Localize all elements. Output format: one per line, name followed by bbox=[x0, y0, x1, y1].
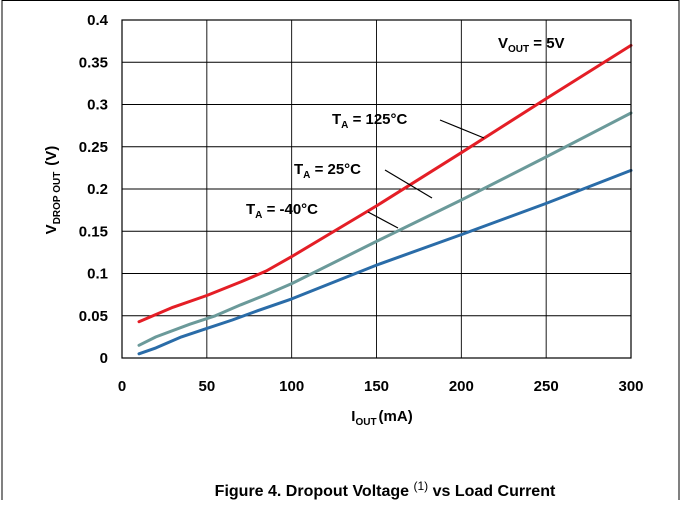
label-minus40c-sub: A bbox=[255, 210, 262, 221]
caption-note: (1) bbox=[414, 479, 429, 493]
x-axis-title-sub: OUT bbox=[355, 417, 376, 428]
label-125c-main: T bbox=[332, 111, 341, 128]
label-25c-sub: A bbox=[303, 170, 310, 181]
series-line-1 bbox=[137, 111, 633, 347]
label-25c-main: T bbox=[294, 161, 303, 178]
y-axis-title-rest: (V) bbox=[43, 146, 60, 166]
vout-sub: OUT bbox=[508, 44, 529, 55]
vout-main: V bbox=[498, 35, 508, 52]
x-axis-title-main: I bbox=[351, 408, 355, 425]
label-125c-sub: A bbox=[341, 120, 348, 131]
figure-caption: Figure 4. Dropout Voltage (1) vs Load Cu… bbox=[215, 479, 556, 500]
y-tick-label: 0.2 bbox=[87, 181, 108, 198]
grid-lines bbox=[121, 19, 632, 359]
y-tick-label: 0.3 bbox=[87, 97, 108, 114]
label-125c: TA = 125°C bbox=[332, 111, 408, 131]
label-minus40c-main: T bbox=[246, 201, 255, 218]
y-tick-label: 0.35 bbox=[79, 54, 108, 71]
vout-rest: = 5V bbox=[529, 35, 564, 52]
vout-annotation: VOUT = 5V bbox=[498, 35, 565, 55]
x-tick-label: 300 bbox=[618, 378, 643, 395]
leader-125c bbox=[439, 119, 485, 139]
y-axis-title: VDROP OUT (V) bbox=[43, 146, 63, 235]
y-tick-label: 0.4 bbox=[87, 12, 109, 29]
x-axis-title-rest: (mA) bbox=[379, 408, 413, 425]
x-tick-label: 250 bbox=[534, 378, 559, 395]
y-tick-label: 0.05 bbox=[79, 308, 108, 325]
y-tick-label: 0.25 bbox=[79, 139, 108, 156]
caption-suffix: vs Load Current bbox=[428, 483, 556, 500]
y-tick-label: 0.1 bbox=[87, 266, 108, 283]
plot-border bbox=[121, 19, 632, 359]
x-tick-label: 0 bbox=[118, 378, 126, 395]
y-axis-title-main: V bbox=[43, 224, 60, 234]
series-line-2 bbox=[137, 168, 633, 356]
leader-minus40c bbox=[367, 211, 399, 229]
leader-25c bbox=[384, 169, 433, 199]
x-tick-label: 200 bbox=[449, 378, 474, 395]
caption-prefix: Figure 4. Dropout Voltage bbox=[215, 483, 414, 500]
label-25c-rest: = 25°C bbox=[310, 161, 361, 178]
label-25c: TA = 25°C bbox=[294, 161, 361, 181]
x-tick-label: 100 bbox=[279, 378, 304, 395]
y-axis-title-sub: DROP OUT bbox=[52, 172, 63, 225]
label-125c-rest: = 125°C bbox=[348, 111, 407, 128]
x-axis-title: IOUT (mA) bbox=[351, 408, 412, 428]
series-line-0 bbox=[137, 43, 633, 324]
label-minus40c: TA = -40°C bbox=[246, 201, 318, 221]
series-lines bbox=[137, 43, 633, 356]
x-tick-label: 50 bbox=[198, 378, 215, 395]
y-tick-label: 0.15 bbox=[79, 223, 108, 240]
x-tick-labels: 0 50 100 150 200 250 300 bbox=[118, 378, 644, 395]
x-tick-label: 150 bbox=[364, 378, 389, 395]
y-tick-labels: 0 0.05 0.1 0.15 0.2 0.25 0.3 0.35 0.4 bbox=[79, 12, 109, 367]
label-minus40c-rest: = -40°C bbox=[262, 201, 318, 218]
y-tick-label: 0 bbox=[100, 350, 108, 367]
